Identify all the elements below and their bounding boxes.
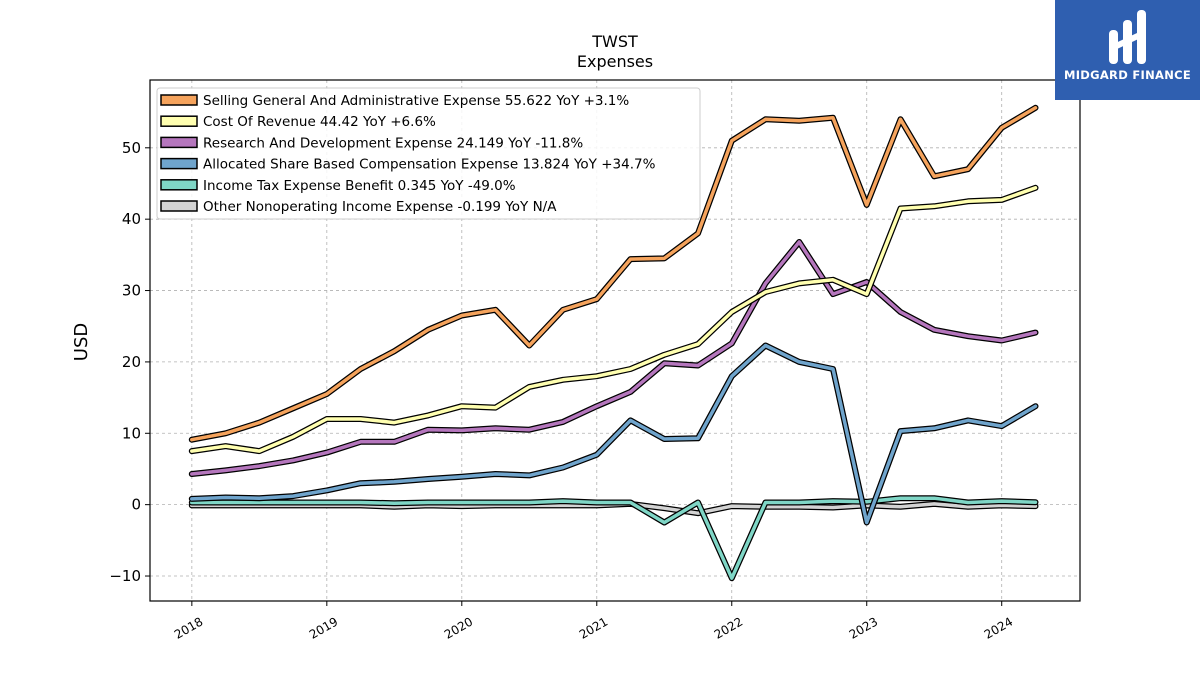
legend: Selling General And Administrative Expen… [156, 87, 701, 220]
legend-label-0: Selling General And Administrative Expen… [203, 93, 629, 109]
x-tick-label: 2020 [442, 614, 475, 641]
y-tick-label: −10 [109, 567, 141, 585]
brand-logo-text: MIDGARD FINANCE [1063, 68, 1192, 82]
y-axis-label: USD [71, 323, 92, 361]
series-line-1 [190, 186, 1038, 453]
legend-swatch-5 [160, 200, 198, 212]
y-tick-label: 50 [122, 139, 141, 157]
plot-frame [149, 79, 1081, 602]
series-line-4 [190, 496, 1038, 580]
series-lines [188, 104, 1039, 582]
x-tick-label: 2021 [577, 614, 610, 641]
legend-swatch-3 [160, 157, 198, 170]
legend-box [156, 87, 701, 220]
y-tick-label: 0 [131, 496, 141, 514]
series-outline-4 [188, 495, 1039, 582]
y-tick-label: 30 [122, 282, 141, 300]
y-tick-label: 40 [122, 210, 141, 228]
series-line-2 [190, 240, 1038, 476]
legend-label-3: Allocated Share Based Compensation Expen… [203, 157, 656, 173]
series-line-3 [190, 343, 1038, 525]
y-tick-label: 20 [122, 353, 141, 371]
brand-logo-icon [1109, 10, 1146, 64]
legend-swatch-4 [160, 179, 198, 191]
legend-swatch-2 [160, 136, 198, 149]
chart-subtitle: Expenses [577, 52, 653, 71]
x-tick-label: 2019 [307, 614, 340, 641]
y-tick-label: 10 [122, 424, 141, 442]
legend-label-4: Income Tax Expense Benefit 0.345 YoY -49… [203, 178, 516, 194]
x-tick-label: 2023 [847, 614, 880, 641]
chart-title: TWST [591, 32, 638, 51]
legend-label-1: Cost Of Revenue 44.42 YoY +6.6% [203, 114, 436, 130]
legend-swatch-0 [160, 94, 198, 106]
brand-logo: MIDGARD FINANCE [1055, 0, 1200, 100]
legend-label-2: Research And Development Expense 24.149 … [203, 135, 583, 151]
x-tick-label: 2018 [172, 614, 205, 641]
x-tick-label: 2022 [712, 614, 745, 641]
legend-swatch-1 [160, 115, 198, 127]
x-tick-label: 2024 [982, 614, 1015, 641]
legend-label-5: Other Nonoperating Income Expense -0.199… [203, 199, 557, 215]
series-line-0 [190, 106, 1038, 442]
